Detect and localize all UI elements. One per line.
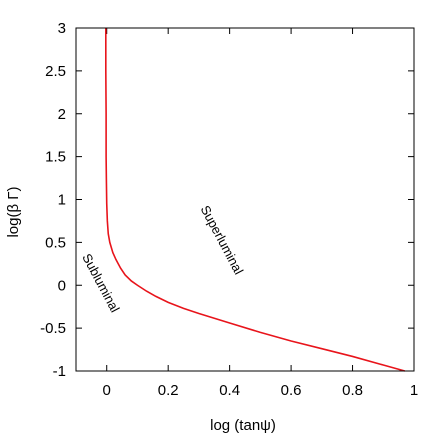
y-tick-label: 0.5 [45, 234, 66, 251]
plot-frame [75, 27, 415, 372]
x-tick-label: 1 [410, 382, 418, 399]
tick-labels-layer: 0 0.2 0.4 0.6 0.8 1 3 2.5 2 1.5 1 0.5 0 -0.5 -1 [40, 20, 418, 399]
y-tick-label: 1 [58, 192, 66, 209]
y-tick-label: 1.5 [45, 149, 66, 166]
x-axis-label: log (tanψ) [210, 417, 276, 434]
y-tick-label: 2 [58, 106, 66, 123]
y-axis-label: log(β Γ) [5, 186, 22, 237]
y-tick-label: 0 [58, 277, 66, 294]
x-tick-label: 0.6 [281, 382, 302, 399]
y-tick-label: -1 [53, 363, 66, 380]
series-line-red [105, 28, 405, 372]
x-tick-label: 0.2 [158, 382, 179, 399]
annotation-superluminal: Superluminal [198, 203, 247, 277]
x-tick-label: 0.4 [219, 382, 240, 399]
y-tick-label: 3 [58, 20, 66, 37]
ticks-layer [76, 27, 415, 372]
y-tick-label: -0.5 [40, 320, 66, 337]
x-tick-label: 0 [103, 382, 111, 399]
y-tick-label: 2.5 [45, 63, 66, 80]
x-tick-label: 0.8 [342, 382, 363, 399]
